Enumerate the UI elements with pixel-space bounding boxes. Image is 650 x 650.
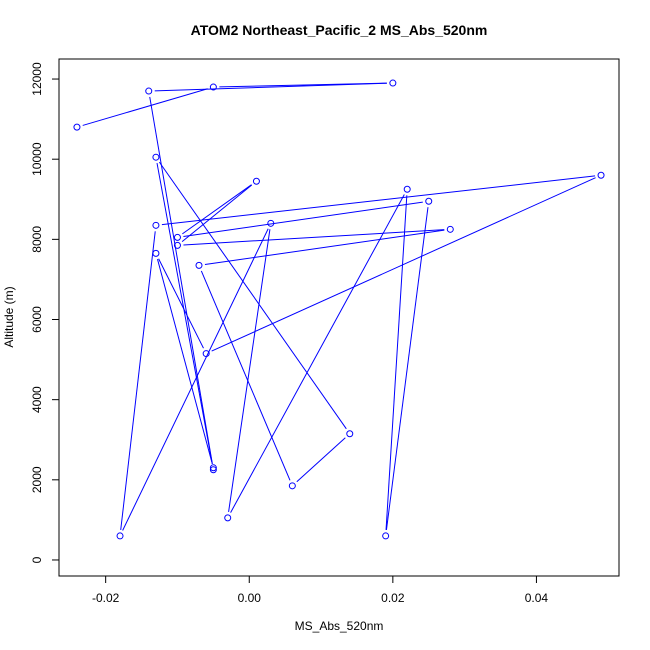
y-tick-label: 12000 [30,62,44,96]
data-point [288,482,296,490]
series-segment [82,88,208,126]
y-tick-label: 10000 [30,142,44,176]
data-point [173,241,181,249]
series-segment [211,177,596,352]
data-point [209,83,217,91]
data-point [145,87,153,95]
data-point [446,225,454,233]
data-point [152,153,160,161]
series-segment [183,229,445,246]
series-segment [161,175,596,226]
series-segment [385,207,429,531]
series-segment [296,437,346,483]
data-point [597,171,605,179]
y-tick-label: 8000 [30,226,44,253]
chart-title: ATOM2 Northeast_Pacific_2 MS_Abs_520nm [191,22,488,38]
data-point [173,233,181,241]
x-tick-label: 0.00 [238,591,262,605]
data-point [202,350,210,358]
y-tick-label: 6000 [30,306,44,333]
data-point [252,177,260,185]
series-segment [156,163,213,464]
data-point [73,123,81,131]
series-segment [154,82,387,92]
series-segment [385,195,408,530]
series-segment [158,258,204,349]
y-axis: 0 2000 4000 6000 8000 10000 12000 [30,62,60,563]
series-segment [200,270,291,481]
data-point [403,185,411,193]
series-segment [122,228,269,531]
series-segment [149,96,213,464]
series-segment [156,259,213,463]
series-segment [182,184,252,235]
data-point [116,532,124,540]
series-layer [73,79,605,540]
data-point [152,221,160,229]
y-tick-label: 4000 [30,386,44,413]
x-tick-label: 0.02 [381,591,405,605]
data-point [346,430,354,438]
y-tick-label: 2000 [30,466,44,493]
x-axis: -0.02 0.00 0.02 0.04 [92,575,549,605]
x-tick-label: -0.02 [92,591,120,605]
data-point [389,79,397,87]
data-point [195,261,203,269]
x-tick-label: 0.04 [525,591,549,605]
data-point [209,464,217,472]
data-point [382,532,390,540]
series-segment [228,229,271,513]
data-point [152,249,160,257]
x-axis-label: MS_Abs_520nm [295,619,384,633]
y-axis-label: Altitude (m) [2,286,16,347]
data-point [209,466,217,474]
series-segment [230,194,405,513]
data-point [224,514,232,522]
series-segment [181,184,253,242]
y-tick-label: 0 [30,556,44,563]
data-point [425,197,433,205]
data-point [267,219,275,227]
series-segment [158,161,347,430]
series-segment [120,231,156,531]
series-segment [183,201,423,237]
